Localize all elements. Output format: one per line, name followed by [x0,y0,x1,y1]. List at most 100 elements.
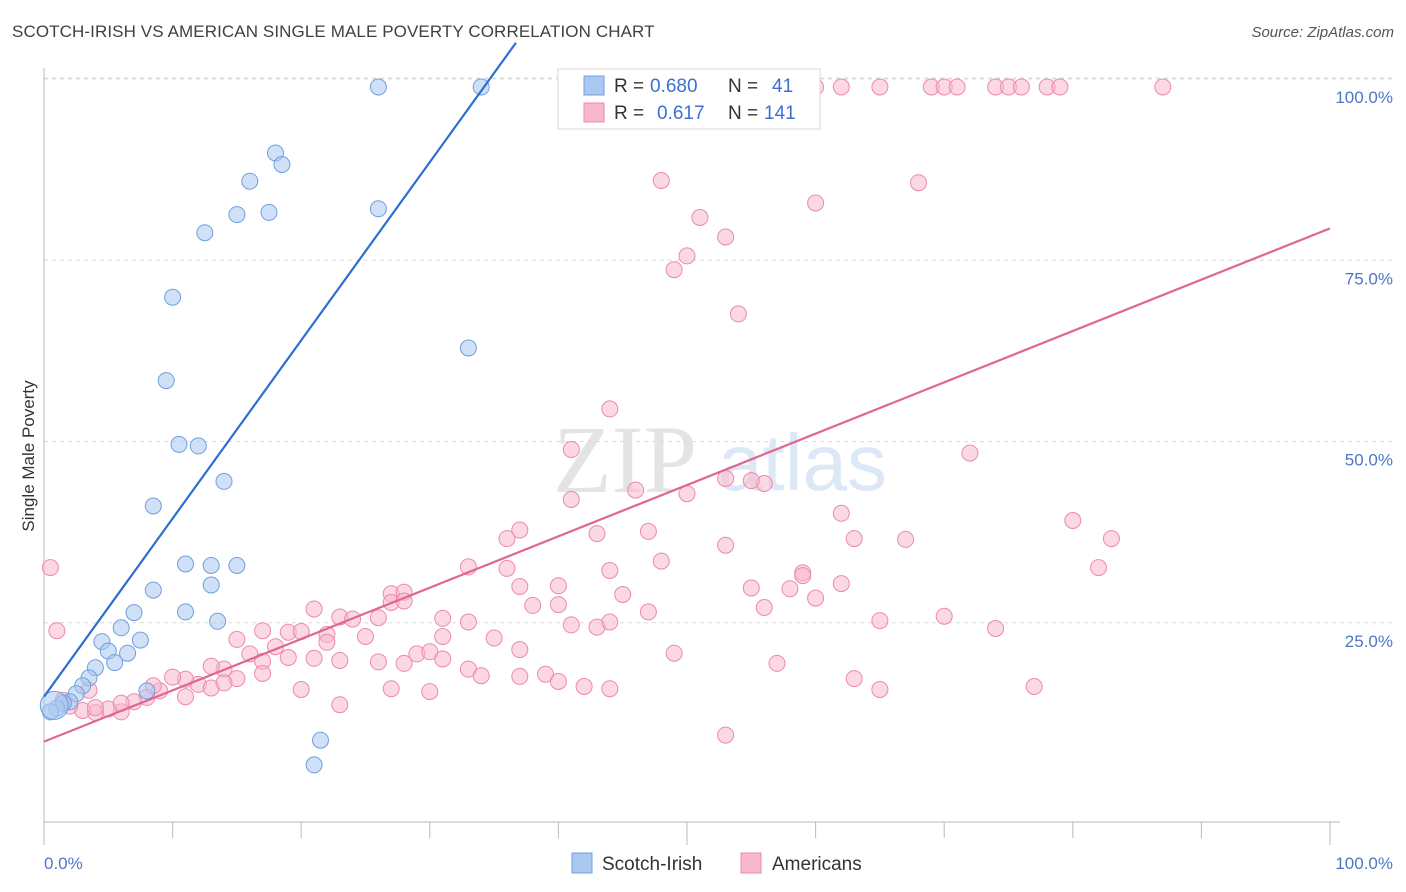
americans-point-63 [369,609,387,627]
americans-point-104 [511,667,529,685]
scotch-irish-trend-line [43,42,517,698]
scotch-irish-point-6 [228,206,246,224]
scotch-irish-point-25 [131,631,149,649]
americans-point-136 [331,696,349,714]
scotch-irish-point-18 [228,557,246,574]
americans-point-43 [1102,530,1120,548]
scotch-irish-point-21 [177,603,194,621]
scotch-irish-point-19 [202,576,220,594]
scotch-irish-point-23 [209,612,227,630]
americans-point-69 [549,596,567,614]
scotch-irish-point-34 [138,682,156,700]
americans-point-77 [935,607,953,625]
americans-point-139 [86,699,104,717]
scotch-irish-point-14 [215,472,233,490]
americans-trend-line [43,227,1331,743]
scotch-irish-points [39,78,490,774]
americans-point-76 [871,612,889,630]
americans-point-130 [177,688,194,706]
scotch-irish-cluster-point [39,690,69,720]
americans-point-54 [511,578,529,595]
americans-point-108 [601,680,619,698]
americans-point-109 [768,654,786,672]
scotch-irish-point-10 [459,339,477,357]
americans-point-59 [832,575,850,593]
americans-point-10 [948,78,966,96]
scotch-irish-point-9 [164,288,182,306]
americans-point-33 [832,504,850,522]
americans-point-20 [691,209,709,226]
americans-point-119 [164,668,182,686]
scotch-irish-point-5 [260,203,278,221]
americans-point-106 [549,673,567,690]
y-tick-label-50: 50.0% [1345,451,1393,470]
americans-point-67 [459,613,477,631]
americans-point-99 [395,654,413,672]
americans-point-48 [652,552,670,570]
americans-point-17 [652,172,670,189]
americans-point-132 [215,674,233,692]
americans-point-89 [511,641,529,659]
americans-point-103 [472,667,490,685]
scotch-irish-point-0 [369,78,387,96]
americans-point-31 [742,472,760,490]
scotch-irish-point-13 [189,437,207,455]
legend-swatch-scotch-irish [583,75,605,96]
americans-point-72 [601,613,619,631]
americans-point-66 [434,609,452,627]
bottom-legend-swatch-scotch-irish [571,852,593,874]
scotch-irish-point-15 [144,497,162,515]
scotch-irish-point-4 [241,172,259,190]
americans-point-50 [794,567,812,585]
legend-r-label-1: R = [614,76,644,97]
americans-point-97 [331,652,349,669]
americans-point-81 [254,622,272,640]
americans-point-138 [717,726,735,744]
scotch-irish-point-29 [106,654,124,672]
americans-point-27 [961,444,979,462]
scotch-irish-point-3 [273,156,291,173]
americans-point-6 [832,78,850,96]
americans-point-36 [498,530,516,548]
americans-point-105 [537,665,554,683]
americans-point-55 [549,577,567,595]
bottom-legend-swatch-americans [740,852,762,874]
americans-point-70 [562,616,580,634]
americans-point-28 [627,481,645,499]
americans-point-85 [357,628,374,645]
americans-point-35 [511,521,529,539]
legend-n-value-2: 141 [764,103,796,124]
americans-point-38 [639,522,657,540]
x-tick-min: 0.0% [44,854,83,873]
americans-point-23 [665,261,683,279]
scotch-irish-point-17 [202,557,220,574]
chart-title: SCOTCH-IRISH VS AMERICAN SINGLE MALE POV… [12,22,655,41]
americans-point-79 [48,622,66,640]
americans-point-80 [228,630,246,648]
y-tick-label-25: 25.0% [1345,632,1393,651]
americans-point-41 [897,530,915,548]
americans-point-100 [421,643,439,661]
americans-point-34 [562,491,580,508]
scotch-irish-point-39 [312,731,329,749]
americans-point-18 [910,174,927,192]
americans-point-7 [871,78,889,96]
legend-r-value-1: 0.680 [650,76,698,97]
scotch-irish-point-22 [125,604,143,622]
y-axis-label: Single Male Poverty [19,380,38,532]
americans-point-73 [639,603,657,621]
americans-point-60 [305,600,323,618]
legend-n-value-1: 41 [772,76,793,97]
americans-point-74 [755,599,773,616]
americans-point-111 [871,681,889,698]
y-tick-labels: 25.0% 50.0% 75.0% 100.0% [1335,88,1393,651]
x-tick-max: 100.0% [1335,854,1393,873]
americans-point-96 [318,633,336,651]
americans-point-95 [305,649,323,667]
legend-n-label-1: N = [728,76,758,97]
americans-point-135 [382,680,400,698]
americans-point-37 [588,525,606,543]
americans-point-137 [421,683,439,701]
legend-n-label-2: N = [728,103,758,124]
